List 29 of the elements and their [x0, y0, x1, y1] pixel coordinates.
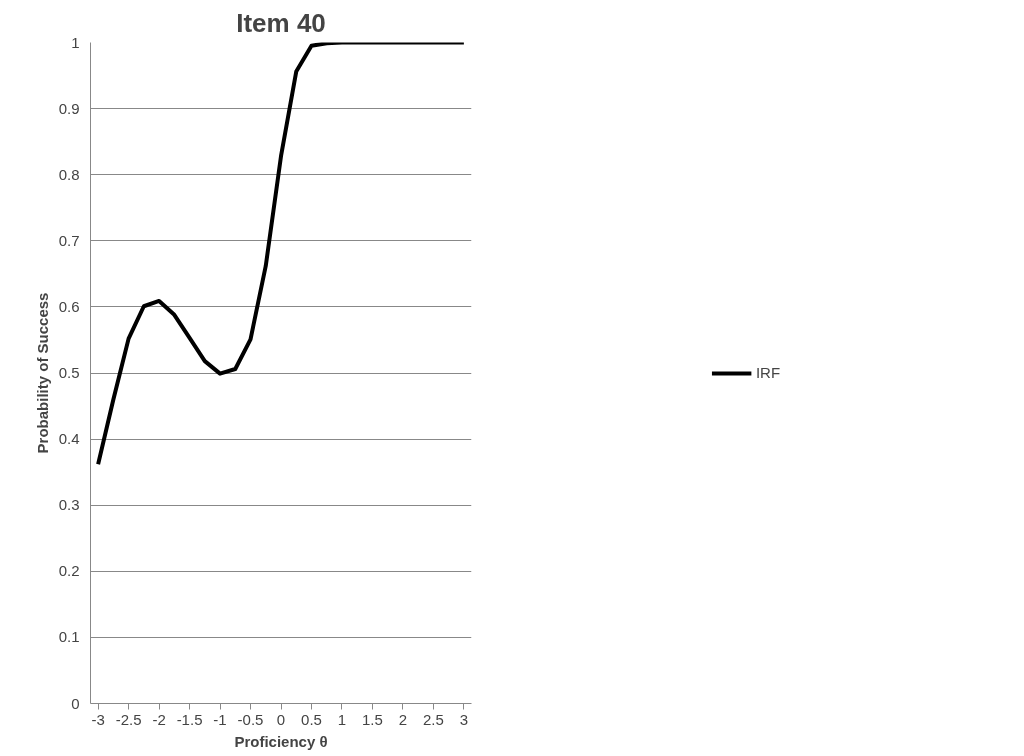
x-tick-label: 3 [459, 710, 469, 728]
legend-label: IRF [755, 364, 781, 381]
y-tick-label: 0.3 [58, 496, 80, 514]
x-tick-label: -1.5 [176, 710, 203, 728]
y-tick-label: 0.7 [58, 231, 80, 249]
x-tick-label: -1 [213, 710, 227, 728]
x-tick-label: -3 [91, 710, 105, 728]
x-tick-label: 2 [398, 710, 408, 728]
x-tick-label: 0 [276, 710, 286, 728]
y-tick-label: 0.5 [58, 364, 80, 381]
y-axis-title: Probability of Success [33, 292, 51, 454]
x-tick-label: 1.5 [362, 710, 383, 728]
y-tick-label: 0.6 [58, 297, 80, 315]
x-tick-label: 0.5 [301, 710, 322, 728]
x-tick-label: 1 [337, 710, 347, 728]
y-tick-label: 0.9 [58, 99, 80, 117]
x-tick-label: -2.5 [115, 710, 142, 728]
y-tick-label: 1 [71, 33, 80, 51]
y-tick-label: 0.8 [58, 165, 80, 183]
y-tick-label: 0.2 [58, 562, 80, 580]
x-tick-label: -2 [152, 710, 166, 728]
chart-title: Item 40 [236, 7, 326, 38]
x-axis-title: Proficiency θ [234, 732, 328, 750]
x-tick-label: -0.5 [237, 710, 264, 728]
y-tick-label: 0.4 [58, 430, 80, 448]
x-tick-label: 2.5 [422, 710, 444, 728]
line-series [96, 42, 466, 467]
y-tick-label: 0.1 [58, 628, 80, 646]
y-tick-label: 0 [71, 694, 80, 712]
